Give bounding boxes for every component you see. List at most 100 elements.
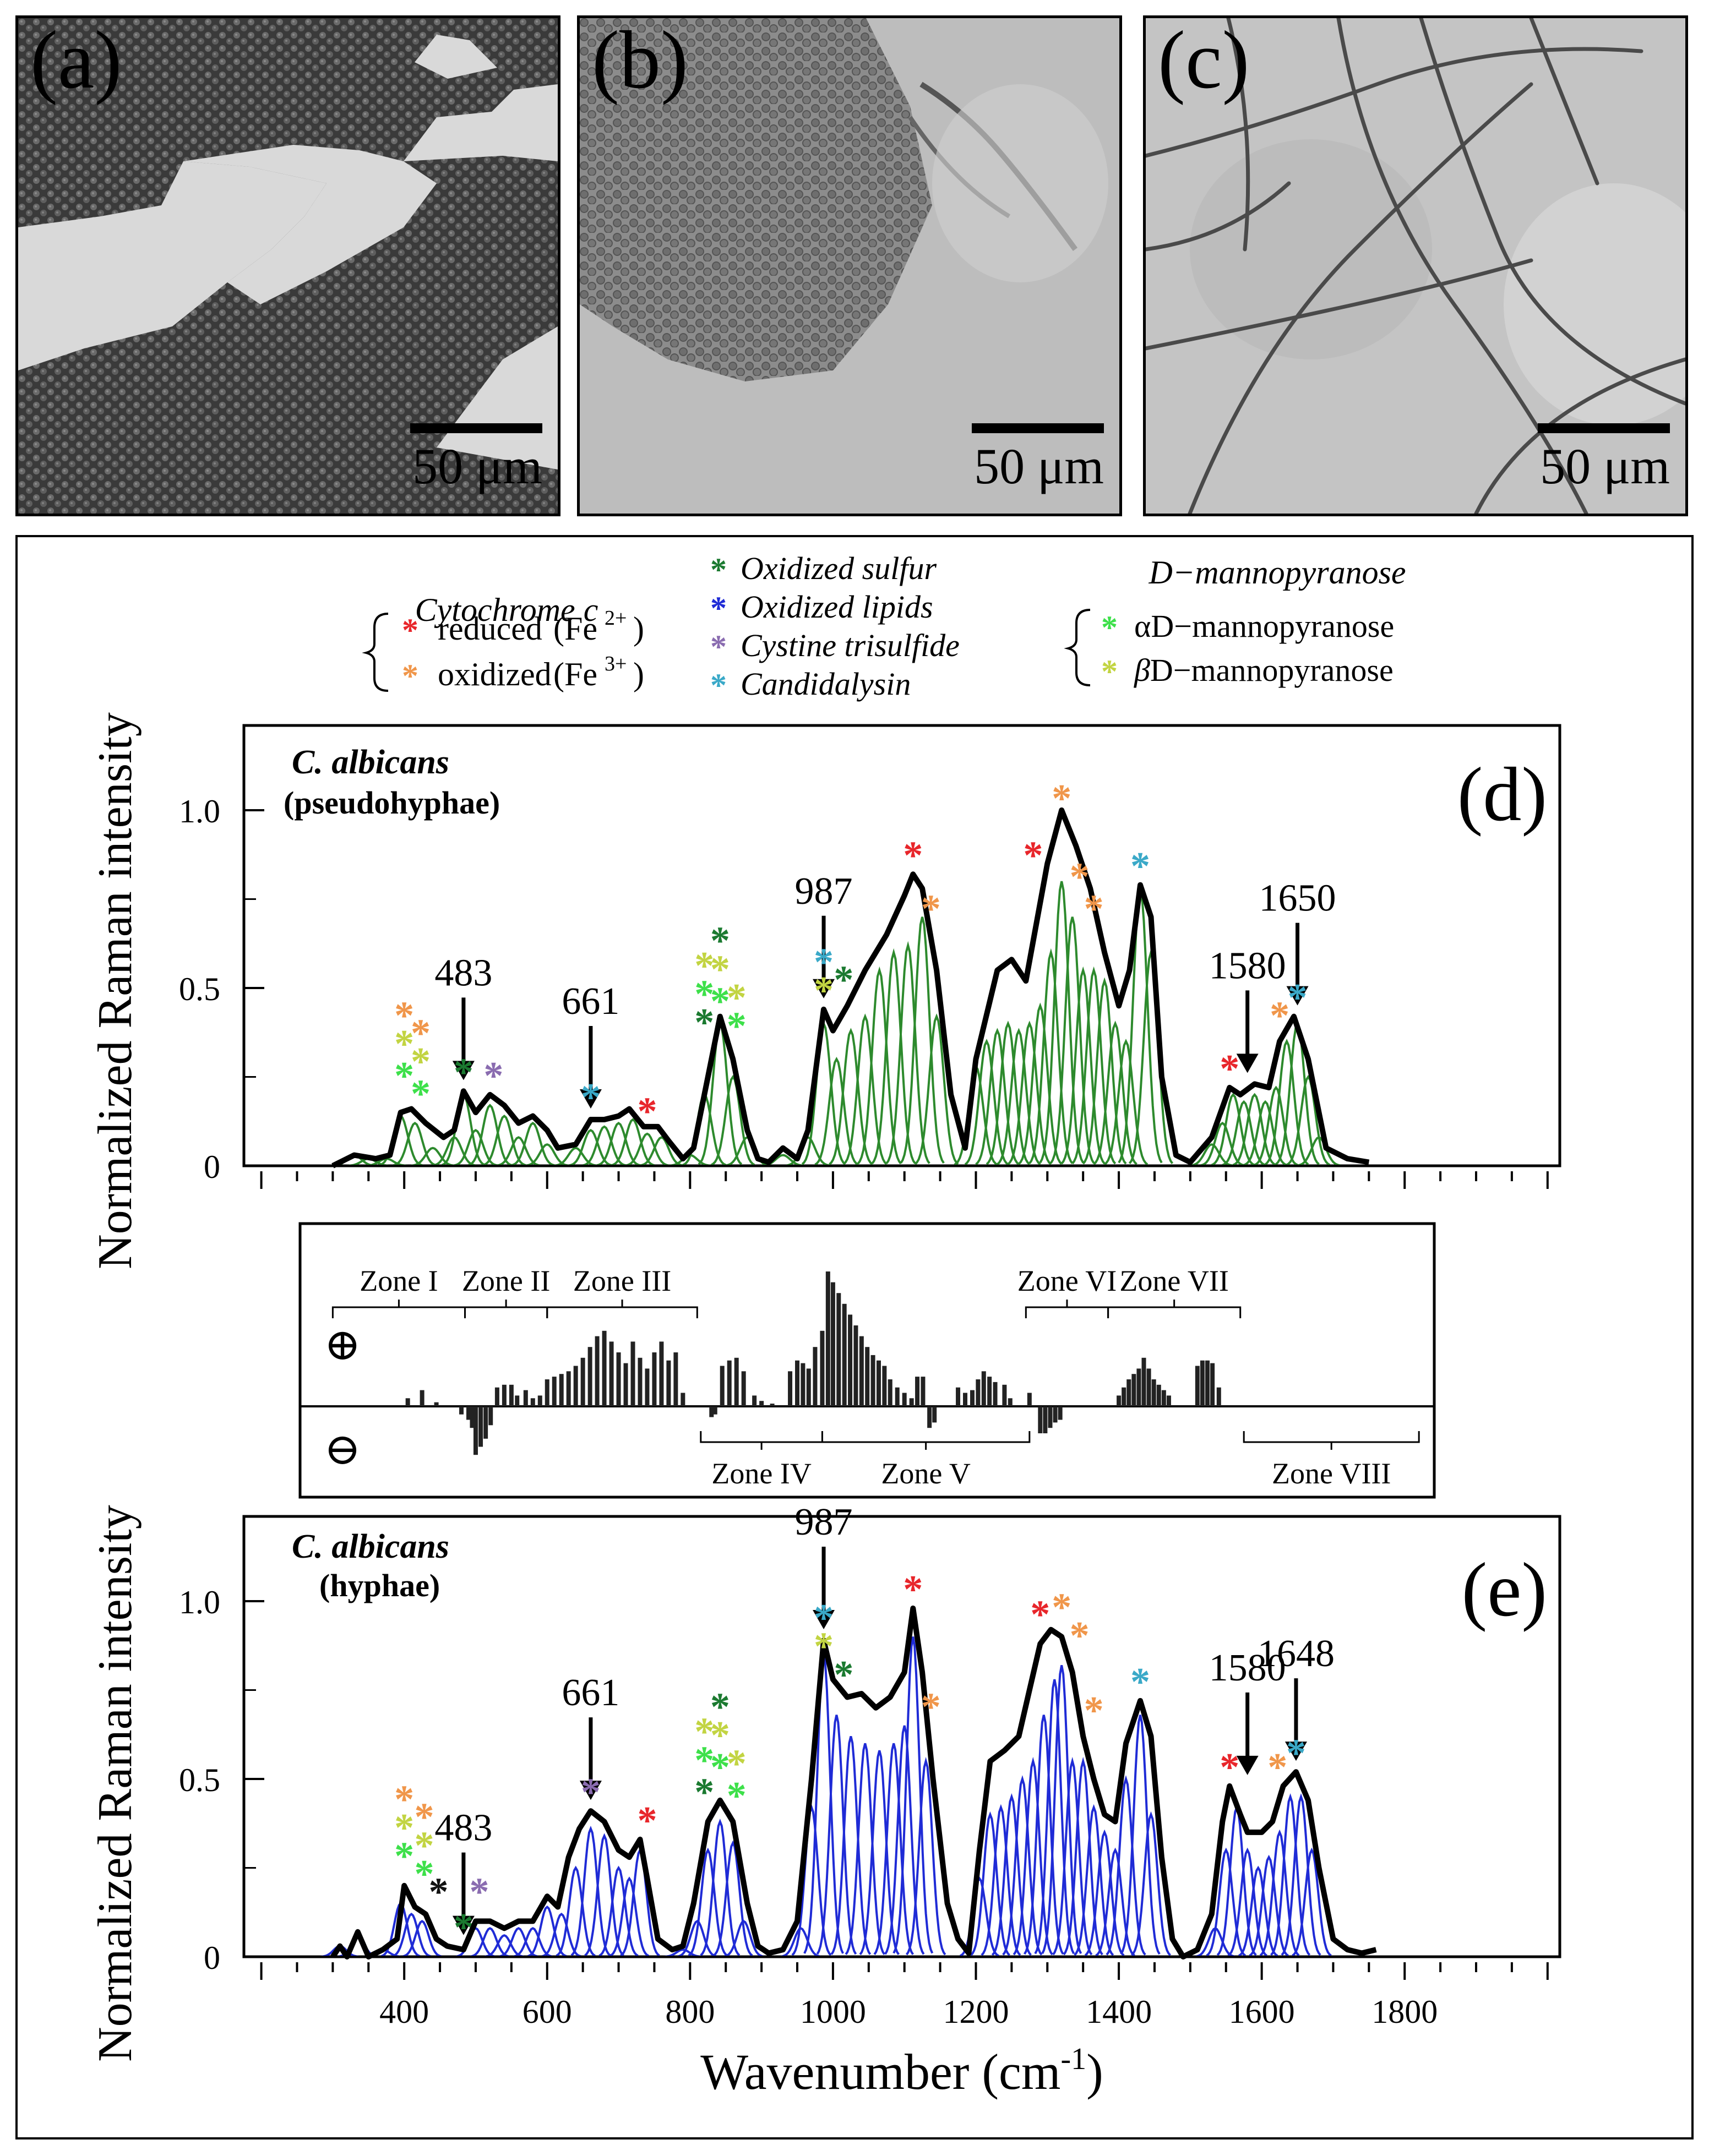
difference-bar [616,1352,621,1406]
difference-bar [609,1341,614,1406]
assignment-asterisk: * [1286,1731,1306,1775]
x-tick-label: 400 [379,1994,429,2030]
scale-bar-line [972,423,1104,433]
band-peak [1093,1020,1137,1165]
difference-bar [595,1336,600,1406]
band-peak [640,1136,683,1167]
difference-bar [630,1341,635,1406]
band-peak [830,1736,872,1955]
band-peak [1007,1020,1052,1165]
legend-trisulfide-label: Cystine trisulfide [741,627,960,663]
assignment-asterisk: * [1130,844,1150,888]
zone-bracket [464,1300,548,1318]
band-peak [1017,1002,1063,1165]
difference-bar [770,1404,775,1406]
difference-bar [573,1366,578,1406]
zone-bracket [546,1300,698,1318]
difference-bar [1161,1390,1166,1406]
chart-d-panel-label: (d) [1457,752,1547,837]
band-peak [1052,1756,1093,1956]
difference-bar [587,1347,592,1406]
zone-label: Zone VI [1017,1264,1117,1297]
difference-bar [488,1406,493,1426]
micrograph-c: (c) 50 μm [1143,15,1688,516]
band-peak [456,1927,496,1958]
x-tick-label: 600 [523,1994,572,2030]
difference-bar [566,1371,571,1406]
band-peak [511,1122,555,1167]
difference-bar [666,1360,671,1406]
legend-sulfur-asterisk: * [710,552,727,588]
annotation-arrow-head [579,1089,602,1109]
assignment-asterisk: * [727,975,747,1019]
chart-difference: Zone I Zone II Zone III Zone VI Zone VII Zone… [298,1222,1436,1499]
assignment-asterisk: * [1270,994,1289,1038]
zone-label: Zone VIII [1272,1457,1391,1490]
difference-bar [545,1379,549,1406]
band-peak [1060,966,1106,1165]
band-peak [905,1757,946,1956]
assignment-asterisk: * [1130,1660,1150,1704]
chart-d-annotations: 483 661 987 1580 1650 [434,870,1336,1109]
difference-bar [552,1377,557,1406]
band-peak [791,1804,832,1956]
legend-oxidized-close-paren: ) [633,656,644,692]
x-axis-label-end: ) [1086,2044,1103,2100]
band-peak [554,1147,597,1167]
legend-mannopyranose-brace [1064,609,1091,686]
difference-bar [813,1347,818,1406]
assignment-asterisk: * [581,1770,601,1814]
x-tick-label: 1800 [1371,1994,1438,2030]
difference-bar [865,1347,870,1406]
zone-bracket [331,1300,466,1318]
legend-oxidized-label: oxidized [438,656,552,692]
band-peak [1292,1847,1332,1957]
difference-bar [1151,1379,1156,1406]
zone-bracket [1025,1300,1109,1318]
chart-e-yticks: 0 0.5 1.0 [179,1584,264,1976]
difference-bar [530,1398,535,1406]
y-axis-label-d: Normalized Raman intensity [89,712,142,1269]
assignment-asterisk: * [1070,855,1090,899]
band-peak [611,1118,655,1167]
band-peak [391,1912,431,1958]
band-peak [845,1743,886,1955]
band-peak [1023,1715,1064,1955]
scale-bar-b: 50 μm [961,423,1104,492]
assignment-asterisk: * [1220,1745,1239,1789]
zone-bracket [821,1431,1031,1450]
difference-bar [927,1406,932,1428]
difference-bar [405,1398,410,1406]
zone-bracket [700,1431,823,1450]
difference-bar [870,1355,875,1406]
assignment-asterisk: * [1288,975,1308,1019]
difference-bar [1053,1406,1058,1423]
band-peak [964,1039,1009,1166]
difference-bar [537,1395,542,1406]
band-peak [1002,1775,1043,1956]
difference-bar [1210,1363,1215,1406]
band-peak [1103,1039,1149,1166]
band-peak [485,1934,524,1958]
chart-d-subtitle: (pseudohyphae) [284,785,500,821]
difference-bar [659,1341,664,1406]
band-peak [1227,1847,1267,1957]
assignment-asterisk: * [637,1089,657,1133]
legend-reduced-label: reduced [438,610,542,647]
scale-bar-label: 50 μm [412,438,542,494]
difference-bar [993,1382,998,1406]
assignment-asterisk: * [394,1834,414,1878]
assignment-asterisk: * [454,1050,473,1094]
band-peak [997,1028,1041,1165]
legend-alpha-asterisk: * [1101,609,1118,646]
difference-bar [515,1395,520,1406]
difference-bar [559,1374,564,1406]
difference-bar [459,1406,464,1415]
assignment-asterisk: * [834,958,853,1002]
difference-bar [788,1371,793,1406]
assignment-asterisk: * [1267,1745,1287,1789]
difference-bar [1122,1387,1126,1406]
annotation-arrow-head [1286,986,1309,1006]
difference-bar [470,1406,475,1428]
y-tick-label: 0.5 [179,1762,220,1798]
